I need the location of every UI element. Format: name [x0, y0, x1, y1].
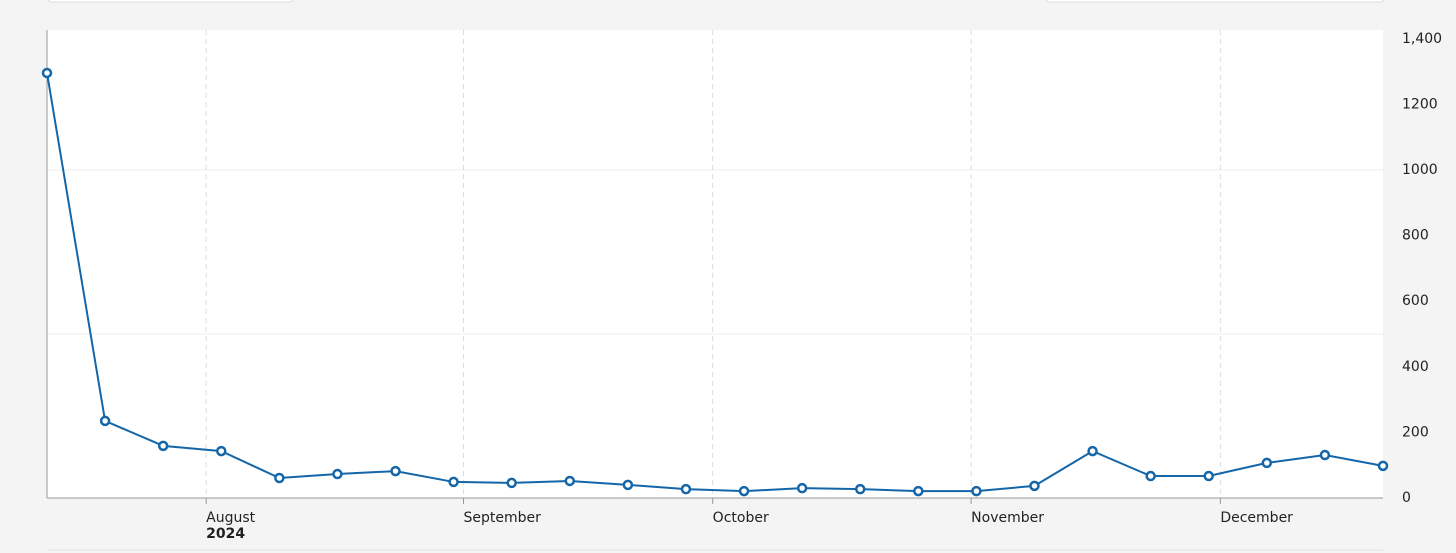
x-tick-label: November	[971, 510, 1044, 526]
y-tick-label: 1000	[1402, 162, 1438, 178]
point	[680, 483, 692, 495]
point	[1203, 470, 1214, 482]
point	[157, 440, 169, 452]
y-tick-label: 600	[1402, 293, 1429, 309]
dropdown[interactable]	[1045, 0, 1385, 3]
point	[622, 479, 634, 491]
point	[796, 482, 808, 494]
point	[41, 67, 53, 79]
point	[1145, 470, 1156, 482]
point	[99, 415, 111, 427]
point	[448, 476, 459, 488]
x-tick-label: October	[713, 510, 769, 526]
point	[1087, 445, 1098, 457]
x-tick-label: December	[1220, 510, 1293, 526]
point	[274, 472, 285, 484]
y-tick-label: 800	[1402, 228, 1429, 244]
x-tick-label: August	[206, 510, 256, 526]
point	[390, 465, 401, 477]
point	[1261, 457, 1273, 469]
point	[913, 485, 924, 497]
point	[216, 445, 227, 457]
y-tick-label: 1,400	[1402, 31, 1442, 47]
y-tick-label: 200	[1402, 424, 1429, 440]
y-tick-label: 0	[1402, 490, 1411, 506]
y-tick-label: 400	[1402, 359, 1429, 375]
x-tick-label: September	[463, 510, 541, 526]
point	[854, 483, 866, 495]
line	[46, 72, 1384, 493]
point	[1377, 460, 1389, 472]
point	[564, 475, 576, 487]
point	[1319, 449, 1331, 461]
x-tick-sublabel: 2024	[206, 526, 245, 542]
plot-area	[47, 30, 1383, 498]
y-tick-label: 1200	[1402, 96, 1438, 112]
point	[332, 468, 343, 480]
point	[506, 477, 517, 489]
dropdown[interactable]	[47, 0, 294, 3]
point	[1029, 480, 1040, 492]
point	[738, 485, 750, 497]
point	[971, 485, 982, 497]
